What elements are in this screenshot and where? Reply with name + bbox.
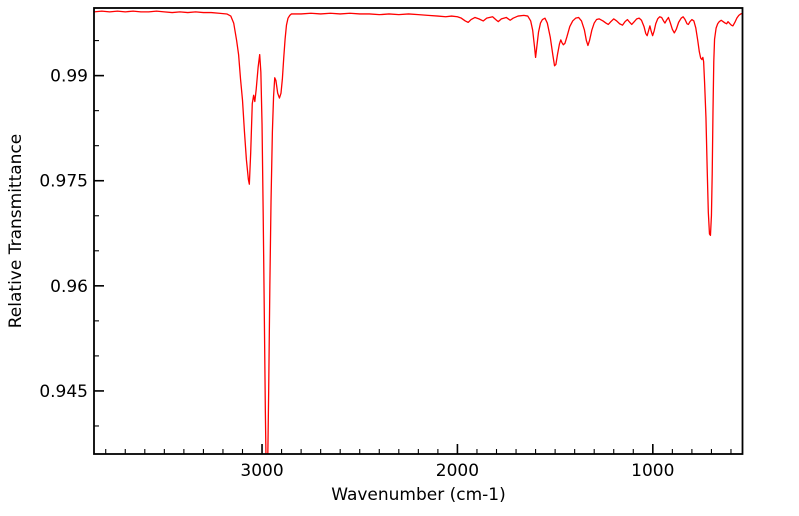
x-axis-label: Wavenumber (cm-1): [331, 485, 506, 505]
y-tick-label: 0.99: [50, 67, 88, 87]
axis-ticks: [94, 40, 732, 454]
y-axis-label: Relative Transmittance: [6, 134, 26, 329]
spectrum-line: [94, 10, 743, 454]
plot-area-border: [93, 7, 744, 455]
y-tick-label: 0.975: [39, 172, 88, 192]
y-tick-label: 0.945: [39, 382, 88, 402]
tick-labels: 3000 2000 1000 0.99 0.975 0.96 0.945: [39, 67, 674, 481]
x-tick-label: 2000: [436, 461, 479, 481]
x-tick-label: 3000: [240, 461, 283, 481]
x-tick-label: 1000: [631, 461, 674, 481]
y-tick-label: 0.96: [50, 277, 88, 297]
